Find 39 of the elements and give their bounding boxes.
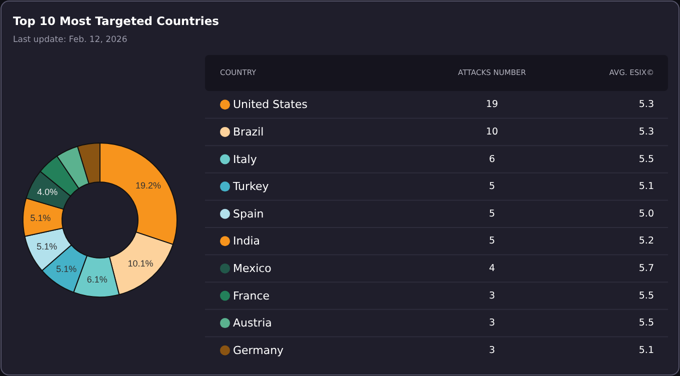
data-label: 6.1% — [86, 274, 108, 284]
data-label: 5.5 — [638, 290, 654, 302]
category-label: Brazil — [233, 125, 264, 138]
data-label: 5.5 — [638, 318, 654, 329]
category-label: Austria — [233, 316, 272, 330]
category-label: Italy — [233, 152, 258, 166]
chart-subtitle: Last update: Feb. 12, 2026 — [13, 35, 128, 45]
data-label: 4 — [488, 262, 496, 274]
category-label: India — [233, 234, 260, 248]
category-label: Germany — [233, 344, 284, 357]
category-label: France — [233, 289, 270, 302]
chart-title: Top 10 Most Targeted Countries — [13, 14, 220, 28]
data-label: 10 — [486, 126, 498, 138]
category-label: United States — [233, 98, 308, 112]
data-label: 5 — [488, 181, 496, 192]
data-label: 3 — [488, 318, 496, 329]
data-label: 3 — [488, 344, 496, 356]
data-label: 5.3 — [638, 126, 654, 138]
data-label: 5 — [488, 208, 496, 220]
data-label: 5.7 — [638, 262, 654, 274]
category-label: Turkey — [232, 180, 270, 194]
data-label: 5.5 — [638, 154, 654, 165]
data-label: 5.2 — [638, 236, 654, 247]
data-label: 5.1 — [638, 181, 654, 192]
data-label: 6 — [488, 154, 496, 165]
data-label: 3 — [488, 290, 496, 302]
data-label: 5 — [488, 236, 496, 247]
data-label: 4.0% — [37, 187, 58, 198]
data-label: 5.1% — [36, 242, 58, 252]
data-label: 19.2% — [136, 180, 162, 190]
data-label: 19 — [486, 99, 498, 110]
category-label: Mexico — [233, 262, 272, 275]
category-label: Spain — [233, 207, 264, 220]
data-label: 5.0 — [638, 208, 654, 220]
data-label: 10.1% — [128, 258, 154, 269]
data-label: 5.1% — [30, 212, 51, 223]
data-label: 5.1 — [638, 344, 654, 356]
data-label: 5.3 — [638, 99, 654, 110]
data-label: 5.1% — [56, 264, 77, 274]
